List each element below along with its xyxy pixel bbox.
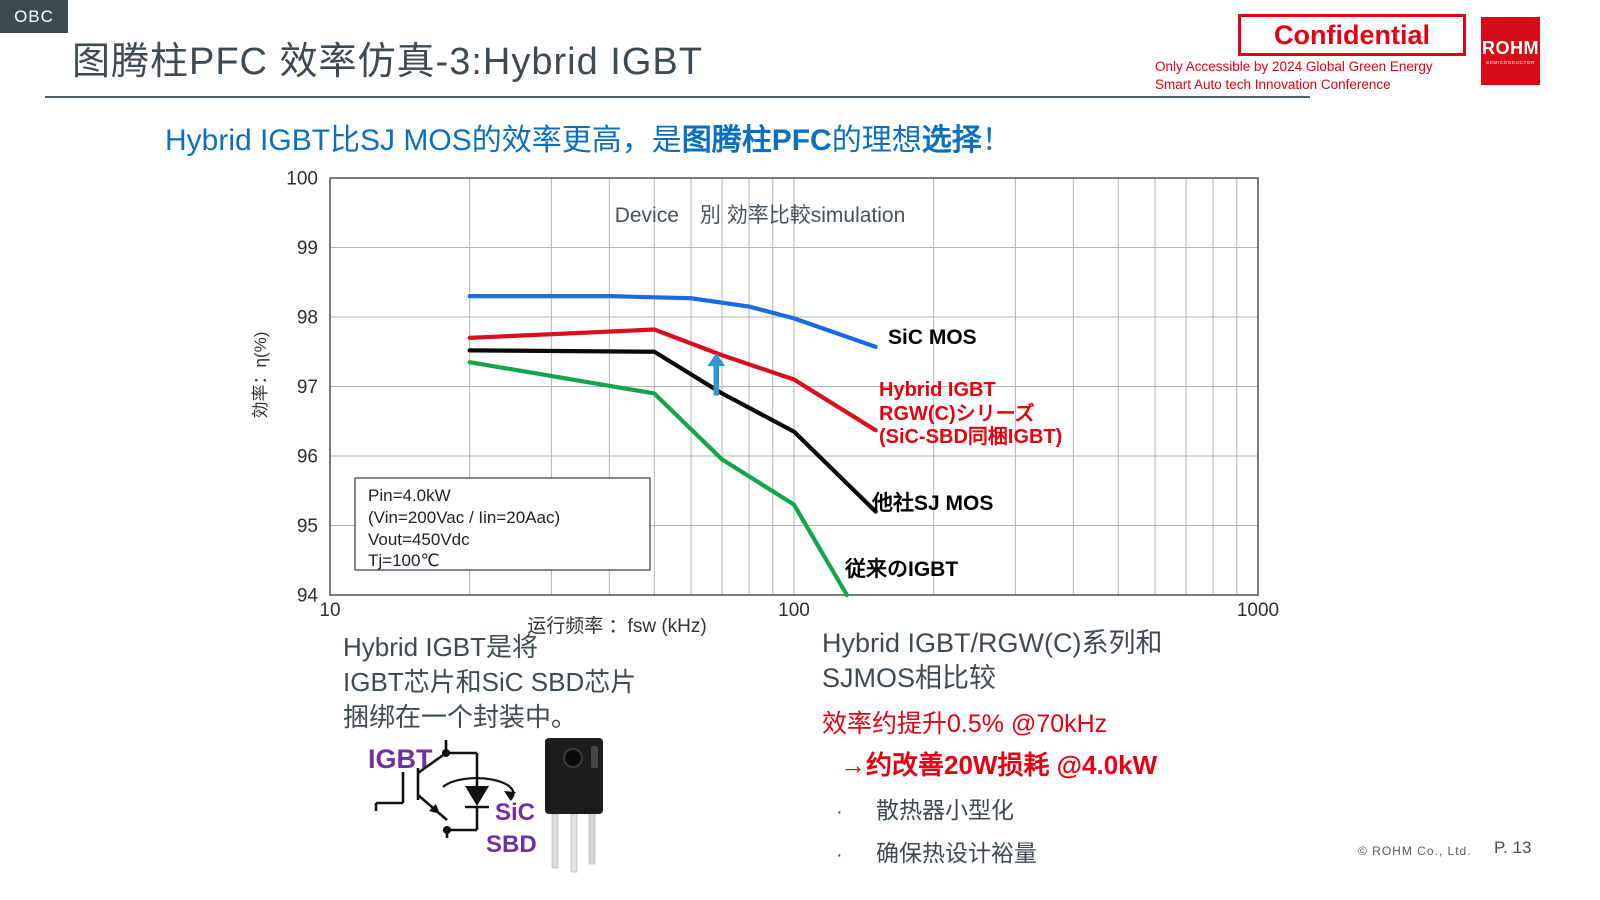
left-note-line3: 捆绑在一个封装中。 xyxy=(343,702,578,732)
efficiency-gain-text: 效率约提升0.5% @70kHz xyxy=(822,710,1108,738)
chart-series xyxy=(467,294,878,598)
to247-package-image xyxy=(545,738,603,873)
key-message-bold1: 图腾柱PFC xyxy=(681,124,832,157)
x-tick-label: 100 xyxy=(778,600,810,621)
label-sj-mos: 他社SJ MOS xyxy=(872,492,994,515)
efficiency-chart: Device 別 効率比較simulation 94 95 96 97 98 99 100 1… xyxy=(251,169,1279,638)
condition-vin: (Vin=200Vac / Iin=20Aac) xyxy=(368,508,560,527)
emitter-node xyxy=(443,826,451,834)
emitter-arrowhead xyxy=(429,804,440,814)
condition-vout: Vout=450Vdc xyxy=(368,530,470,549)
collector-node xyxy=(442,749,450,757)
sbd-label: SBD xyxy=(486,831,537,858)
bullet-dot-icon: · xyxy=(836,801,843,823)
chart-tick-labels: 94 95 96 97 98 99 100 10 100 1000 xyxy=(286,169,1279,622)
key-message-mid: 的理想 xyxy=(831,124,922,157)
loss-improvement-text: →约改善20W损耗 @4.0kW xyxy=(840,750,1158,780)
label-conventional-igbt: 従来のIGBT xyxy=(845,558,959,581)
comparison-line1: Hybrid IGBT/RGW(C)系列和 xyxy=(822,628,1163,658)
x-tick-label: 1000 xyxy=(1237,600,1279,621)
page-number: P. 13 xyxy=(1494,838,1532,857)
condition-pin: Pin=4.0kW xyxy=(368,486,451,505)
y-axis-label: 効率：η(%) xyxy=(251,332,270,419)
sbd-diode-symbol xyxy=(465,786,489,806)
y-tick-label: 98 xyxy=(297,308,318,329)
confidential-badge: Confidential xyxy=(1238,14,1466,56)
chart-gridlines xyxy=(329,177,1259,596)
rohm-logo: ROHM SEMICONDUCTOR xyxy=(1481,17,1540,85)
comparison-line2: SJMOS相比较 xyxy=(822,663,997,693)
y-tick-label: 95 xyxy=(297,516,318,537)
label-hybrid-line1: Hybrid IGBT xyxy=(879,379,996,401)
notice-line-2: Smart Auto tech Innovation Conference xyxy=(1155,76,1391,92)
chart-title: Device 別 効率比較simulation xyxy=(615,204,906,227)
y-tick-label: 94 xyxy=(297,586,319,607)
label-hybrid-igbt: Hybrid IGBT RGW(C)シリーズ (SiC-SBD同梱IGBT) xyxy=(879,379,1062,450)
x-tick-label: 10 xyxy=(319,600,340,621)
key-message-post: ！ xyxy=(981,124,1012,157)
igbt-circuit-lines xyxy=(374,740,515,838)
y-tick-label: 99 xyxy=(297,238,318,259)
bullet-dot-icon: · xyxy=(836,844,843,866)
key-message-pre: Hybrid IGBT比SJ MOS的效率更高，是 xyxy=(165,124,682,157)
page-title: 图腾柱PFC 效率仿真-3:Hybrid IGBT xyxy=(72,41,703,83)
left-note-line2: IGBT芯片和SiC SBD芯片 xyxy=(343,667,637,697)
confidential-notice: Only Accessible by 2024 Global Green Ene… xyxy=(1155,58,1455,93)
benefit-bullet-1: · 散热器小型化 xyxy=(822,791,1292,825)
label-sic-mos: SiC MOS xyxy=(888,326,977,349)
key-message: Hybrid IGBT比SJ MOS的效率更高，是图腾柱PFC的理想选择！ xyxy=(165,115,1012,159)
sic-label: SiC xyxy=(495,799,535,826)
arrow-head xyxy=(707,353,726,367)
benefit-1-text: 散热器小型化 xyxy=(876,797,1014,823)
series-line xyxy=(467,360,849,598)
series-line xyxy=(467,348,878,514)
swoosh-arrowhead xyxy=(504,791,516,800)
label-hybrid-line2: RGW(C)シリーズ xyxy=(879,402,1035,425)
series-line xyxy=(467,294,878,349)
chart-frame xyxy=(329,177,1259,596)
y-tick-label: 97 xyxy=(297,377,318,398)
rohm-logo-sub: SEMICONDUCTOR xyxy=(1486,59,1535,65)
copyright: © ROHM Co., Ltd. xyxy=(1358,844,1472,858)
condition-tj: Tj=100℃ xyxy=(368,551,440,570)
conditions-box xyxy=(354,477,651,571)
key-message-bold2: 选择 xyxy=(921,124,982,157)
y-tick-label: 96 xyxy=(297,447,318,468)
left-note-line1: Hybrid IGBT是将 xyxy=(343,632,539,662)
benefit-2-text: 确保热设计裕量 xyxy=(876,840,1037,866)
y-tick-label: 100 xyxy=(286,169,318,190)
hybrid-igbt-schematic: IGBT SiC SBD xyxy=(368,738,603,873)
benefit-bullet-2: · 确保热设计裕量 xyxy=(822,834,1292,868)
series-line xyxy=(467,327,878,433)
x-axis-label: 运行频率 ：fsw (kHz) xyxy=(527,615,706,637)
obc-tab[interactable]: OBC xyxy=(0,0,68,33)
rohm-logo-text: ROHM xyxy=(1482,37,1539,58)
comparison-note: Hybrid IGBT/RGW(C)系列和 SJMOS相比较 效率约提升0.5%… xyxy=(822,626,1292,868)
title-divider xyxy=(45,96,1310,98)
hybrid-igbt-description: Hybrid IGBT是将 IGBT芯片和SiC SBD芯片 捆绑在一个封装中。 xyxy=(343,630,636,735)
notice-line-1: Only Accessible by 2024 Global Green Ene… xyxy=(1155,59,1433,74)
label-hybrid-line3: (SiC-SBD同梱IGBT) xyxy=(879,426,1063,448)
improvement-arrow xyxy=(707,353,726,396)
